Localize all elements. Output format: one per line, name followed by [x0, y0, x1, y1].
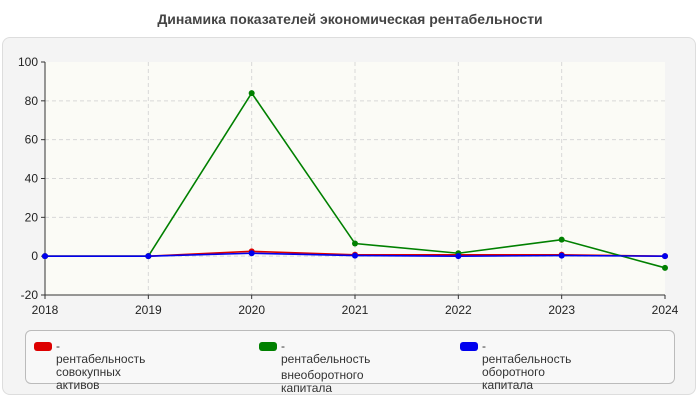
- series-2-point: [352, 240, 358, 247]
- series-3-point: [662, 253, 668, 260]
- chart-title: Динамика показателей экономическая рента…: [157, 11, 543, 27]
- x-tick-label: 2023: [548, 303, 575, 317]
- x-tick-label: 2022: [445, 303, 472, 317]
- x-tick-label: 2019: [135, 303, 162, 317]
- x-tick-label: 2020: [238, 303, 265, 317]
- x-tick-label: 2018: [32, 303, 59, 317]
- series-3-point: [145, 253, 152, 260]
- legend-label-line: внеоборотного капитала: [281, 368, 364, 395]
- legend-swatch: [34, 342, 52, 351]
- legend-label-line: - рентабельность совокупных: [56, 339, 146, 379]
- y-tick-label: 20: [25, 210, 39, 224]
- y-tick-label: 0: [31, 249, 38, 263]
- legend-label: - рентабельность внеоборотного капитала: [281, 340, 370, 395]
- series-2-point: [248, 90, 255, 97]
- y-tick-label: 60: [25, 133, 39, 147]
- series-2-point: [558, 236, 565, 243]
- legend-label-line: - рентабельность оборотного: [482, 339, 572, 379]
- y-tick-label: 80: [25, 94, 39, 108]
- line-chart: -20 0 20 40 60 80 100 2018 2019 2020 2021 2022 2023 2…: [18, 55, 679, 317]
- y-tick-label: 100: [18, 55, 38, 69]
- series-3-point: [352, 252, 358, 259]
- legend-label: - рентабельность оборотного капитала: [482, 340, 571, 392]
- legend-swatch: [460, 342, 478, 351]
- y-tick-label: 40: [25, 172, 39, 186]
- legend-label-line: активов: [56, 378, 100, 392]
- x-tick-label: 2021: [342, 303, 369, 317]
- legend-label: - рентабельность совокупных активов: [56, 340, 145, 392]
- x-tick-label: 2024: [652, 303, 679, 317]
- series-3-point: [455, 253, 462, 260]
- series-3-point: [42, 253, 48, 260]
- legend-swatch: [259, 342, 277, 351]
- series-3-point: [248, 250, 255, 257]
- series-3-point: [558, 252, 565, 259]
- legend-label-line: капитала: [482, 378, 534, 392]
- series-2-point: [662, 264, 668, 271]
- chart-legend: - рентабельность совокупных активов - рент…: [25, 330, 675, 395]
- legend-label-line: - рентабельность: [281, 339, 371, 366]
- y-tick-label: -20: [21, 288, 39, 302]
